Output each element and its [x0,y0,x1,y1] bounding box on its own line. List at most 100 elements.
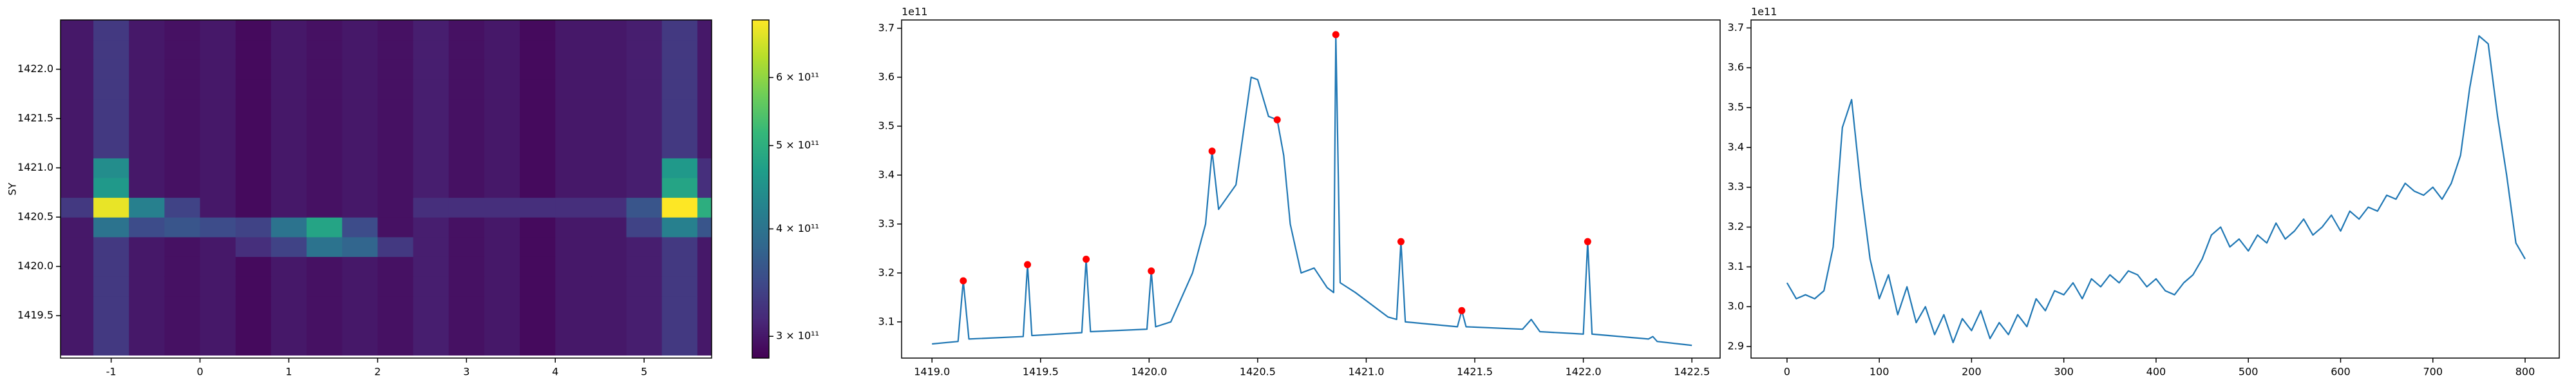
heatmap-cell [448,39,485,60]
heatmap-cell [448,256,485,277]
heatmap-cell [200,316,236,336]
heatmap-cell [591,276,627,297]
x-tick-label: 1419.5 [1023,366,1059,378]
heatmap-cell [484,138,520,158]
heatmap-cell [661,316,698,336]
heatmap-cell [697,296,712,316]
heatmap-cell [342,335,378,356]
heatmap-cell [555,39,592,60]
heatmap-cell [93,217,129,238]
x-tick-label: 600 [2331,366,2351,378]
colorbar-tick-label: 4 × 10¹¹ [776,222,819,234]
heatmap-cell [129,296,165,316]
y-tick-label: 3.7 [1728,21,1744,33]
heatmap-cell [61,39,94,60]
heatmap-cell [129,138,165,158]
heatmap-cell [129,39,165,60]
heatmap-cell [520,99,556,119]
heatmap-cell [200,236,236,257]
heatmap-cell [661,158,698,178]
heatmap-cell [307,99,343,119]
heatmap-cell [413,217,450,238]
heatmap-cell [61,276,94,297]
heatmap-cell [342,276,378,297]
heatmap-cell [661,236,698,257]
heatmap-cell [200,158,236,178]
heatmap-cell [555,20,592,41]
heatmap-cell [555,177,592,198]
heatmap-cell [413,276,450,297]
data-line [1786,35,2526,343]
heatmap-cell [626,296,663,316]
y-tick-label: 1419.5 [17,309,53,321]
heatmap-cell [129,59,165,80]
heatmap-cell [484,158,520,178]
heatmap-cell [661,335,698,356]
heatmap-cell [93,99,129,119]
heatmap-cell [307,217,343,238]
heatmap-cell [591,119,627,139]
heatmap-cell [448,316,485,336]
peak-marker [1584,238,1591,245]
heatmap-cell [377,158,414,178]
heatmap-cell [377,20,414,41]
heatmap-cells [61,20,712,356]
heatmap-cell [484,59,520,80]
heatmap-cell [270,316,307,336]
heatmap-cell [270,217,307,238]
heatmap-cell [484,20,520,41]
heatmap-cell [61,197,94,218]
y-tick-label: 3.2 [878,266,895,278]
heatmap-cell [61,119,94,139]
heatmap-cell [93,335,129,356]
x-tick-label: 700 [2423,366,2443,378]
heatmap-cell [520,138,556,158]
heatmap-cell [661,256,698,277]
heatmap-cell [626,177,663,198]
peak-marker [1332,31,1340,39]
heatmap-cell [307,256,343,277]
x-tick-label: 0 [1784,366,1790,378]
heatmap-cell [520,276,556,297]
colorbar-tick-label: 5 × 10¹¹ [776,139,819,151]
heatmap-cell [661,177,698,198]
heatmap-cell [342,296,378,316]
heatmap-cell [270,158,307,178]
heatmap-cell [342,236,378,257]
heatmap-cell [342,256,378,277]
heatmap-cell [697,197,712,218]
heatmap-cell [555,256,592,277]
heatmap-cell [661,197,698,218]
heatmap-cell [591,39,627,60]
heatmap-cell [307,276,343,297]
heatmap-cell [200,276,236,297]
heatmap-cell [342,39,378,60]
heatmap-cell [61,99,94,119]
heatmap-cell [377,59,414,80]
heatmap-cell [520,316,556,336]
heatmap-cell [413,138,450,158]
heatmap-cell [61,236,94,257]
heatmap-cell [413,316,450,336]
heatmap-cell [61,335,94,356]
heatmap-cell [448,276,485,297]
heatmap-cell [129,316,165,336]
heatmap-cell [129,158,165,178]
heatmap-cell [164,79,201,100]
heatmap-cell [342,119,378,139]
plot-area [1786,35,2526,343]
heatmap-cell [484,79,520,100]
heatmap-cell [520,20,556,41]
heatmap-cell [235,59,272,80]
heatmap-cell [448,296,485,316]
heatmap-cell [661,119,698,139]
heatmap-cell [93,256,129,277]
heatmap-cell [555,158,592,178]
heatmap-cell [235,158,272,178]
heatmap-cell [200,296,236,316]
heatmap-cell [200,59,236,80]
heatmap-cell [342,158,378,178]
heatmap-cell [307,236,343,257]
x-tick-label: 2 [374,366,381,378]
heatmap-cell [270,39,307,60]
